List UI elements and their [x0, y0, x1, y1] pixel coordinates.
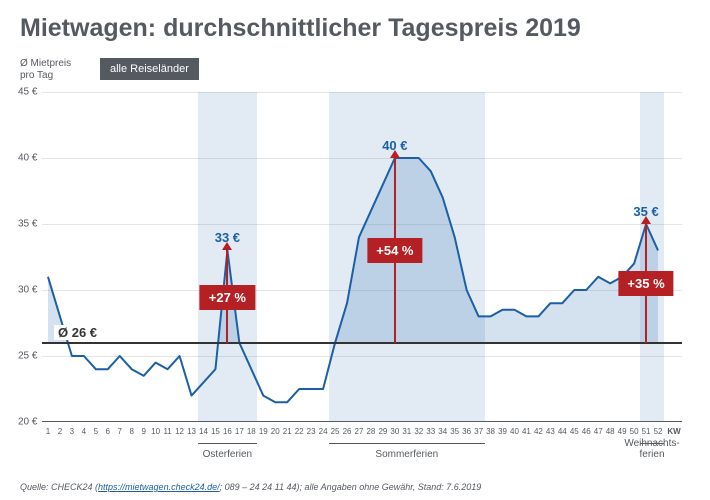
annotation-pct: +54 %: [367, 238, 422, 263]
x-tick: 17: [235, 427, 244, 436]
x-tick: 4: [82, 427, 86, 436]
annotation-pct: +27 %: [200, 285, 255, 310]
x-tick: 16: [223, 427, 232, 436]
x-tick: 35: [450, 427, 459, 436]
average-line: [42, 342, 682, 344]
x-tick: 39: [498, 427, 507, 436]
x-tick: 29: [378, 427, 387, 436]
x-tick: 10: [151, 427, 160, 436]
period-label: Weihnachts-ferien: [624, 438, 679, 460]
x-tick: 33: [426, 427, 435, 436]
x-tick: 38: [486, 427, 495, 436]
x-tick: 19: [259, 427, 268, 436]
x-tick: 14: [199, 427, 208, 436]
x-tick: 51: [642, 427, 651, 436]
period-underline: [198, 443, 258, 444]
annotation-value: 40 €: [382, 138, 407, 153]
x-tick: 50: [630, 427, 639, 436]
y-tick: 40 €: [18, 153, 37, 164]
footer-link[interactable]: https://mietwagen.check24.de/: [98, 482, 220, 492]
y-tick: 30 €: [18, 285, 37, 296]
x-tick: 31: [402, 427, 411, 436]
source-footer: Quelle: CHECK24 (https://mietwagen.check…: [20, 482, 481, 492]
x-tick: 5: [94, 427, 98, 436]
period-label: Sommerferien: [375, 449, 438, 460]
x-tick: 2: [58, 427, 62, 436]
x-tick: 42: [534, 427, 543, 436]
x-tick: 28: [366, 427, 375, 436]
x-tick: 45: [570, 427, 579, 436]
x-tick: 43: [546, 427, 555, 436]
x-tick: 30: [390, 427, 399, 436]
chart-title: Mietwagen: durchschnittlicher Tagespreis…: [20, 14, 581, 43]
x-tick: 20: [271, 427, 280, 436]
x-tick: 18: [247, 427, 256, 436]
average-label: Ø 26 €: [54, 325, 101, 340]
y-tick: 45 €: [18, 87, 37, 98]
x-tick: 22: [295, 427, 304, 436]
y-axis-label-line2: pro Tag: [20, 70, 71, 82]
y-tick: 20 €: [18, 417, 37, 428]
x-tick: 36: [462, 427, 471, 436]
x-tick: 1: [46, 427, 50, 436]
x-tick: 37: [474, 427, 483, 436]
x-tick: 13: [187, 427, 196, 436]
x-axis-label: KW: [667, 427, 680, 436]
x-tick: 48: [606, 427, 615, 436]
x-tick: 6: [106, 427, 110, 436]
annotation-pct: +35 %: [618, 271, 673, 296]
x-tick: 52: [654, 427, 663, 436]
x-tick: 25: [331, 427, 340, 436]
x-tick: 47: [594, 427, 603, 436]
x-tick: 34: [438, 427, 447, 436]
chart-plot-area: 20 €25 €30 €35 €40 €45 €1234567891011121…: [42, 92, 682, 422]
filter-badge: alle Reiseländer: [100, 58, 199, 80]
x-tick: 3: [70, 427, 74, 436]
y-axis-label-line1: Ø Mietpreis: [20, 58, 71, 70]
x-tick: 11: [163, 427, 171, 436]
period-label: Osterferien: [203, 449, 252, 460]
x-tick: 21: [283, 427, 292, 436]
y-axis-label: Ø Mietpreis pro Tag: [20, 58, 71, 82]
x-tick: 7: [118, 427, 122, 436]
x-tick: 32: [414, 427, 423, 436]
annotation-value: 33 €: [215, 230, 240, 245]
x-tick: 8: [129, 427, 133, 436]
x-tick: 24: [319, 427, 328, 436]
y-tick: 35 €: [18, 219, 37, 230]
x-tick: 46: [582, 427, 591, 436]
annotation-value: 35 €: [633, 204, 658, 219]
footer-suffix: ; 089 – 24 24 11 44); alle Angaben ohne …: [220, 482, 482, 492]
footer-prefix: Quelle: CHECK24 (: [20, 482, 98, 492]
x-tick: 40: [510, 427, 519, 436]
period-underline: [329, 443, 485, 444]
x-tick: 41: [522, 427, 531, 436]
x-tick: 15: [211, 427, 220, 436]
x-tick: 23: [307, 427, 316, 436]
y-tick: 25 €: [18, 351, 37, 362]
x-tick: 9: [141, 427, 145, 436]
x-tick: 12: [175, 427, 184, 436]
line-layer: [42, 92, 682, 422]
x-tick: 44: [558, 427, 567, 436]
x-tick: 27: [355, 427, 364, 436]
x-tick: 49: [618, 427, 627, 436]
x-tick: 26: [343, 427, 352, 436]
